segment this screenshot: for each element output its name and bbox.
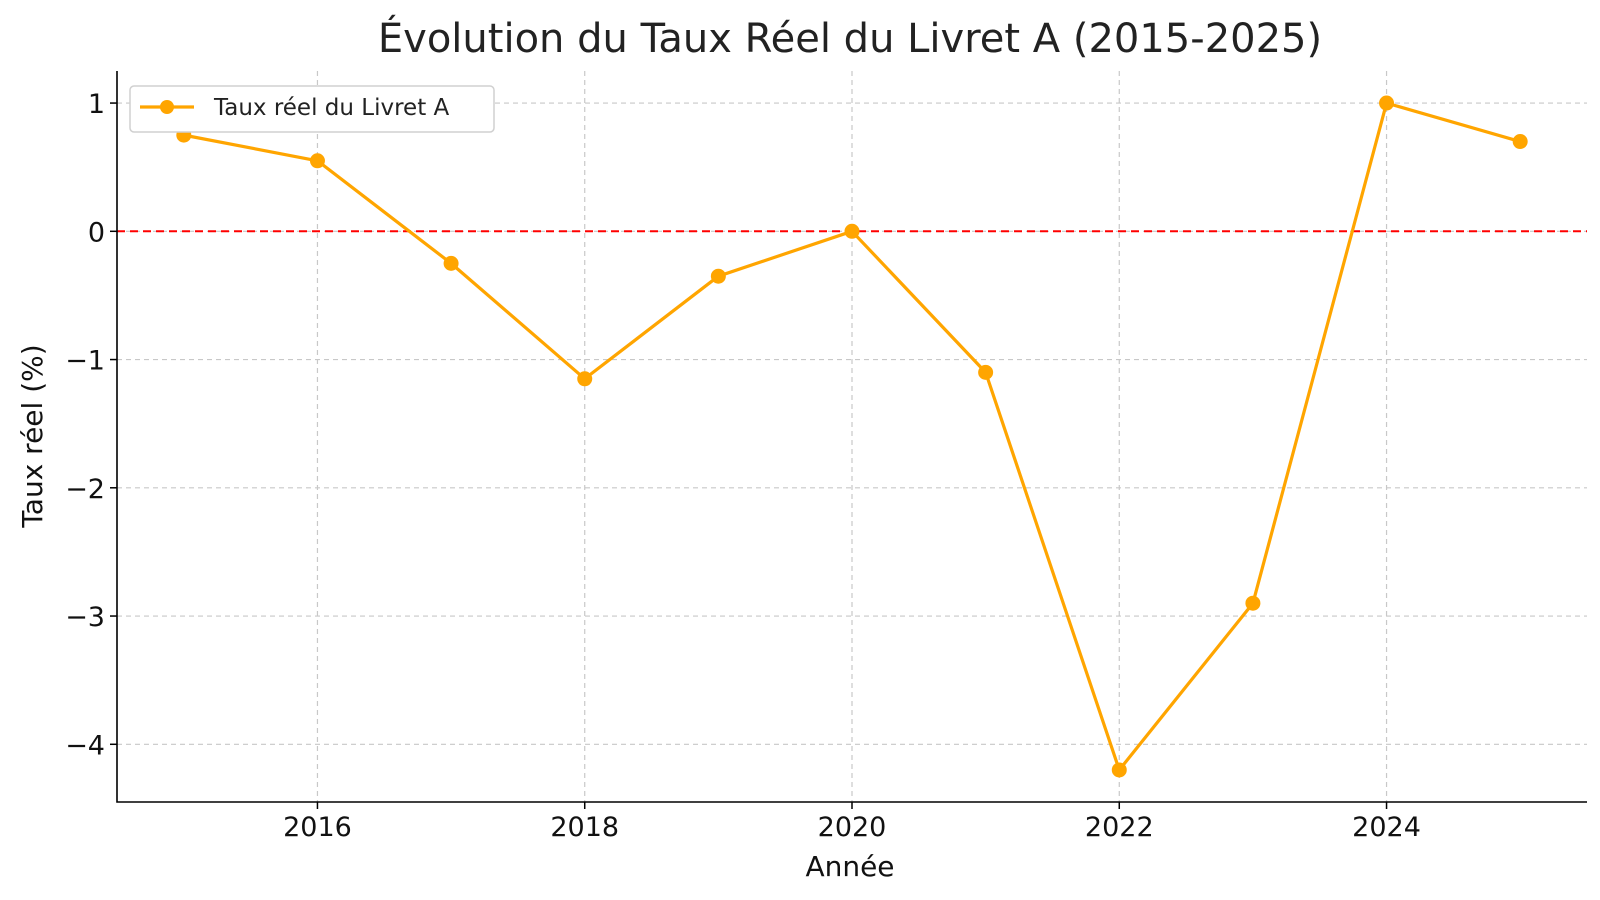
- data-point: [1111, 762, 1127, 778]
- y-tick-label: −3: [65, 602, 105, 633]
- grid-lines: [117, 71, 1587, 802]
- y-axis-ticks: 1 0 −1 −2 −3 −4: [65, 89, 117, 761]
- y-tick-label: 1: [88, 89, 105, 120]
- x-tick-label: 2020: [818, 812, 887, 843]
- data-point: [844, 223, 860, 239]
- x-axis-label: Année: [805, 850, 894, 883]
- x-tick-label: 2016: [283, 812, 352, 843]
- x-tick-label: 2024: [1352, 812, 1421, 843]
- x-tick-label: 2018: [550, 812, 619, 843]
- y-tick-label: −1: [65, 346, 105, 377]
- data-point: [1379, 95, 1395, 111]
- x-axis-ticks: 2016 2018 2020 2022 2024: [283, 802, 1421, 843]
- y-tick-label: −2: [65, 474, 105, 505]
- data-point: [577, 371, 593, 387]
- chart-title: Évolution du Taux Réel du Livret A (2015…: [378, 14, 1322, 62]
- legend-box: [129, 85, 495, 133]
- x-tick-label: 2022: [1085, 812, 1154, 843]
- data-point: [1512, 134, 1528, 150]
- y-axis-label: Taux réel (%): [16, 344, 49, 528]
- axis-spines: [116, 71, 1587, 803]
- y-tick-label: 0: [88, 217, 105, 248]
- data-point: [443, 255, 459, 271]
- data-point: [710, 268, 726, 284]
- y-tick-label: −4: [65, 730, 105, 761]
- data-point: [1245, 595, 1261, 611]
- legend-marker: [160, 100, 174, 114]
- data-point: [978, 364, 994, 380]
- legend: Taux réel du Livret A: [129, 85, 495, 133]
- data-point: [309, 153, 325, 169]
- legend-label: Taux réel du Livret A: [213, 95, 450, 121]
